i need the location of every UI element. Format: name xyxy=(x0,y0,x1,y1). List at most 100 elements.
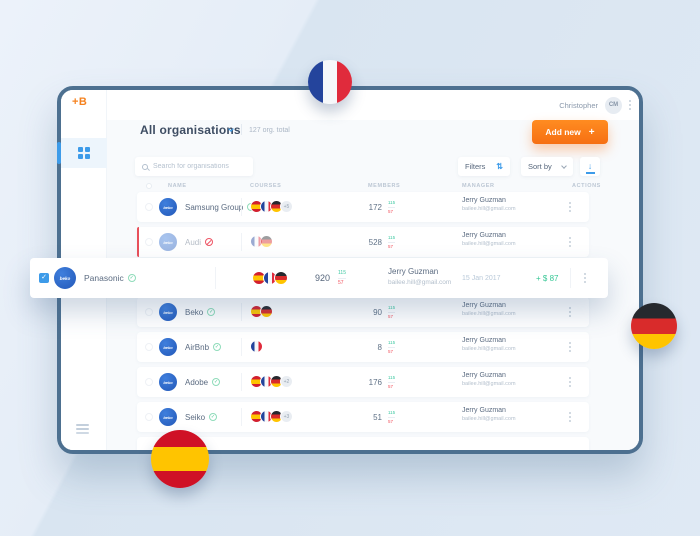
search-box[interactable] xyxy=(135,157,253,176)
table-row-partial xyxy=(137,437,589,450)
manager-name: Jerry Guzman xyxy=(462,232,506,239)
germany-flag-decor-icon xyxy=(631,303,677,349)
members-delta: 115 57 xyxy=(388,305,396,320)
org-avatar-label: beko xyxy=(163,344,173,350)
column-divider xyxy=(241,338,242,356)
title-divider xyxy=(241,124,242,135)
manager-cell: Jerry Guzman bailee.hill@gmail.com xyxy=(462,197,516,212)
verified-icon xyxy=(207,308,216,316)
row-menu-button[interactable] xyxy=(569,381,571,383)
delta-up: 115 xyxy=(388,305,396,313)
org-name: Panasonic xyxy=(84,273,124,283)
org-name-cell: Panasonic xyxy=(84,258,136,298)
user-avatar[interactable]: CM xyxy=(605,96,622,114)
filters-button[interactable]: Filters ⇅ xyxy=(458,157,510,176)
user-menu[interactable]: Christopher CM xyxy=(559,90,631,120)
org-name-cell: Seiko xyxy=(185,402,218,432)
column-header-members[interactable]: MEMBERS xyxy=(368,183,401,189)
manager-email: bailee.hill@gmail.com xyxy=(462,416,516,422)
add-new-button[interactable]: Add new + xyxy=(532,120,608,144)
members-count: 8 xyxy=(377,342,382,352)
row-checkbox[interactable] xyxy=(145,203,153,211)
france-flag-decor-icon xyxy=(308,60,352,104)
row-menu-button[interactable] xyxy=(569,206,571,208)
more-courses-badge: +3 xyxy=(280,410,293,423)
members-delta: 115 57 xyxy=(388,375,396,390)
org-avatar: beko xyxy=(159,373,177,391)
members-count: 172 xyxy=(368,202,382,212)
select-all-checkbox[interactable] xyxy=(146,183,152,189)
delta-down: 57 xyxy=(388,313,394,319)
org-avatar: beko xyxy=(54,267,76,289)
delta-down: 57 xyxy=(338,279,344,286)
manager-email: bailee.hill@gmail.com xyxy=(462,241,516,247)
selected-row-panasonic[interactable]: beko Panasonic 920 115 57 Jerry Guzman b… xyxy=(30,258,608,298)
manager-name: Jerry Guzman xyxy=(462,337,506,344)
row-menu-button[interactable] xyxy=(569,311,571,313)
org-avatar-label: beko xyxy=(163,204,173,210)
courses-flags xyxy=(250,305,273,318)
download-button[interactable]: ↓ xyxy=(580,157,600,176)
courses-flags: +5 xyxy=(250,200,293,213)
row-checkbox[interactable] xyxy=(145,308,153,316)
members-count: 51 xyxy=(373,412,382,422)
delta-down: 57 xyxy=(388,418,394,424)
row-checkbox[interactable] xyxy=(145,378,153,386)
column-header-actions: ACTIONS xyxy=(572,183,601,189)
spain-flag-decor-icon xyxy=(151,430,209,488)
delta-up: 115 xyxy=(388,235,396,243)
members-count: 528 xyxy=(368,237,382,247)
manager-email: bailee.hill@gmail.com xyxy=(462,346,516,352)
org-total-count: 127 org. total xyxy=(249,127,290,134)
flag-germany-icon xyxy=(260,235,273,248)
manager-cell: Jerry Guzman bailee.hill@gmail.com xyxy=(462,372,516,387)
flag-germany-icon xyxy=(260,305,273,318)
courses-flags: +2 xyxy=(250,375,293,388)
sort-by-button[interactable]: Sort by xyxy=(521,157,573,176)
row-menu-button[interactable] xyxy=(569,346,571,348)
row-checkbox-checked[interactable] xyxy=(39,273,49,283)
row-checkbox[interactable] xyxy=(145,413,153,421)
members-delta: 115 57 xyxy=(338,270,346,286)
search-input[interactable] xyxy=(153,163,248,170)
manager-email: bailee.hill@gmail.com xyxy=(388,279,452,286)
row-checkbox[interactable] xyxy=(145,343,153,351)
delta-up: 115 xyxy=(338,270,346,279)
courses-flags xyxy=(250,340,263,353)
row-menu-button[interactable] xyxy=(569,416,571,418)
chevron-down-icon xyxy=(561,162,567,169)
row-menu-button[interactable] xyxy=(569,241,571,243)
verified-icon xyxy=(127,274,136,282)
manager-cell: Jerry Guzman bailee.hill@gmail.com xyxy=(462,407,516,422)
column-header-manager[interactable]: MANAGER xyxy=(462,183,495,189)
org-avatar-label: beko xyxy=(163,379,173,385)
org-avatar-label: beko xyxy=(163,309,173,315)
table-row[interactable]: beko Audi 528 115 57 Jerry Guzman bailee.hill@… xyxy=(137,227,589,257)
manager-cell: Jerry Guzman bailee.hill@gmail.com xyxy=(462,302,516,317)
column-header-courses[interactable]: COURSES xyxy=(250,183,282,189)
more-courses-badge: +2 xyxy=(280,375,293,388)
topbar-menu-icon[interactable] xyxy=(629,104,631,106)
members-delta: 115 57 xyxy=(388,410,396,425)
column-header-name[interactable]: NAME xyxy=(168,183,187,189)
manager-email: bailee.hill@gmail.com xyxy=(462,311,516,317)
sidebar-item-organisations[interactable] xyxy=(61,138,107,168)
row-checkbox[interactable] xyxy=(145,238,153,246)
manager-name: Jerry Guzman xyxy=(462,302,506,309)
org-name-cell: Adobe xyxy=(185,367,221,397)
members-count: 920 xyxy=(314,273,330,283)
delta-down: 57 xyxy=(388,243,394,249)
org-avatar: beko xyxy=(159,338,177,356)
column-divider xyxy=(241,373,242,391)
search-icon xyxy=(142,163,148,170)
members-delta: 115 57 xyxy=(388,340,396,355)
chat-icon[interactable] xyxy=(76,424,89,426)
members-delta: 115 57 xyxy=(388,235,396,250)
row-menu-button[interactable] xyxy=(584,277,586,279)
members-count: 90 xyxy=(373,307,382,317)
